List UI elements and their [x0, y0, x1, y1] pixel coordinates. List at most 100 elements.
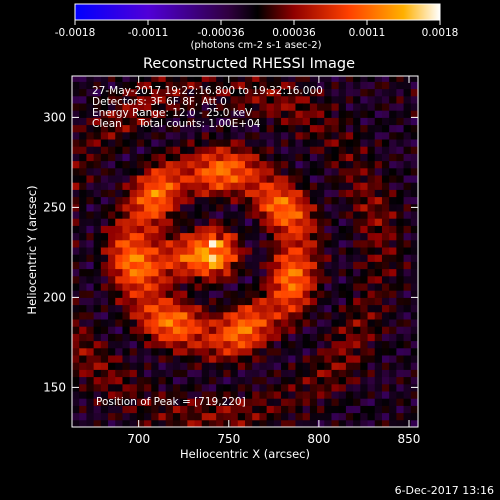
heatmap-cell: [353, 283, 361, 291]
heatmap-cell: [252, 383, 260, 392]
heatmap-cell: [374, 95, 383, 104]
heatmap-cell: [108, 218, 116, 226]
heatmap-cell: [273, 203, 282, 212]
heatmap-cell: [273, 247, 282, 255]
heatmap-cell: [410, 311, 418, 320]
heatmap-cell: [374, 297, 383, 306]
heatmap-cell: [410, 153, 418, 162]
heatmap-cell: [129, 326, 138, 334]
heatmap-cell: [403, 239, 412, 248]
heatmap-cell: [216, 419, 224, 427]
heatmap-cell: [79, 311, 87, 320]
heatmap-cell: [165, 225, 174, 234]
heatmap-cell: [129, 254, 138, 262]
heatmap-cell: [266, 362, 275, 370]
heatmap-cell: [122, 362, 131, 370]
heatmap-cell: [288, 391, 296, 399]
heatmap-cell: [403, 340, 412, 349]
heatmap-cell: [72, 175, 80, 183]
heatmap-cell: [324, 362, 332, 370]
heatmap-cell: [273, 81, 282, 90]
heatmap-cell: [245, 304, 253, 313]
heatmap-cell: [302, 355, 311, 363]
heatmap-cell: [201, 211, 210, 219]
heatmap-cell: [93, 225, 102, 234]
heatmap-cell: [86, 268, 95, 277]
heatmap-cell: [396, 160, 405, 169]
heatmap-cell: [93, 189, 102, 198]
heatmap-cell: [122, 311, 131, 320]
heatmap-cell: [158, 355, 167, 363]
heatmap-cell: [360, 203, 369, 212]
heatmap-cell: [237, 376, 246, 385]
heatmap-cell: [345, 369, 354, 378]
heatmap-cell: [122, 103, 131, 111]
heatmap-cell: [79, 412, 87, 421]
heatmap-cell: [172, 261, 181, 270]
heatmap-cell: [345, 225, 354, 234]
heatmap-cell: [237, 362, 246, 370]
heatmap-cell: [201, 153, 210, 162]
heatmap-cell: [100, 167, 109, 176]
heatmap-cell: [187, 167, 196, 176]
heatmap-cell: [151, 196, 159, 205]
heatmap-cell: [331, 88, 340, 97]
heatmap-cell: [158, 76, 167, 82]
heatmap-cell: [396, 117, 405, 126]
heatmap-cell: [309, 297, 318, 306]
heatmap-cell: [288, 419, 296, 427]
heatmap-cell: [324, 355, 332, 363]
heatmap-cell: [151, 297, 159, 306]
heatmap-cell: [93, 398, 102, 406]
heatmap-cell: [223, 225, 232, 234]
heatmap-cell: [136, 419, 145, 427]
heatmap-cell: [259, 391, 268, 399]
heatmap-cell: [324, 319, 332, 327]
heatmap-cell: [208, 362, 217, 370]
heatmap-cell: [273, 369, 282, 378]
heatmap-cell: [331, 419, 340, 427]
heatmap-cell: [360, 275, 369, 284]
heatmap-cell: [122, 405, 131, 414]
heatmap-cell: [324, 247, 332, 255]
heatmap-cell: [345, 76, 354, 82]
heatmap-cell: [360, 153, 369, 162]
heatmap-cell: [194, 261, 203, 270]
heatmap-cell: [266, 376, 275, 385]
heatmap-cell: [223, 319, 232, 327]
heatmap-cell: [266, 261, 275, 270]
heatmap-cell: [381, 369, 390, 378]
heatmap-cell: [165, 153, 174, 162]
heatmap-cell: [245, 283, 253, 291]
heatmap-cell: [151, 405, 159, 414]
heatmap-cell: [410, 376, 418, 385]
heatmap-cell: [345, 182, 354, 190]
heatmap-cell: [317, 412, 325, 421]
heatmap-cell: [288, 146, 296, 154]
heatmap-cell: [216, 275, 224, 284]
heatmap-cell: [273, 76, 282, 82]
heatmap-cell: [201, 304, 210, 313]
heatmap-cell: [144, 189, 152, 198]
heatmap-cell: [360, 355, 369, 363]
heatmap-cell: [252, 405, 260, 414]
heatmap-cell: [194, 412, 203, 421]
heatmap-cell: [288, 88, 296, 97]
heatmap-cell: [122, 232, 131, 241]
heatmap-cell: [374, 160, 383, 169]
heatmap-cell: [122, 398, 131, 406]
heatmap-cell: [367, 160, 376, 169]
heatmap-cell: [302, 340, 311, 349]
heatmap-cell: [281, 182, 289, 190]
heatmap-cell: [410, 362, 418, 370]
heatmap-cell: [187, 103, 196, 111]
heatmap-cell: [216, 139, 224, 147]
heatmap-cell: [353, 355, 361, 363]
heatmap-cell: [374, 175, 383, 183]
heatmap-cell: [129, 239, 138, 248]
heatmap-cell: [115, 290, 123, 298]
heatmap-cell: [100, 124, 109, 133]
heatmap-cell: [115, 355, 123, 363]
heatmap-cell: [122, 333, 131, 342]
heatmap-cell: [151, 110, 159, 118]
